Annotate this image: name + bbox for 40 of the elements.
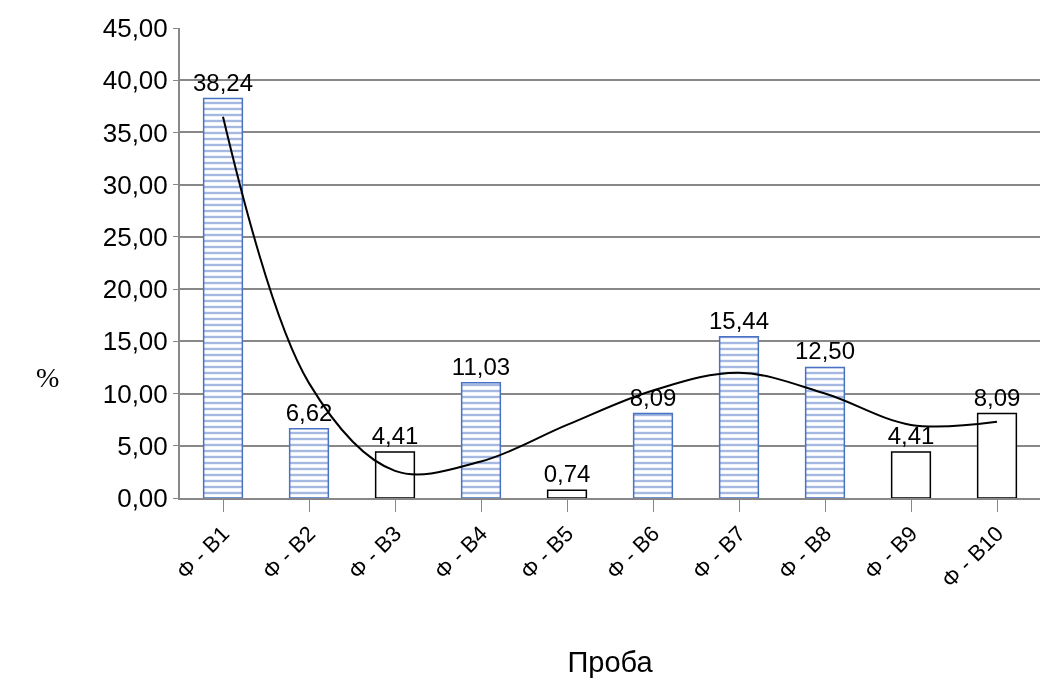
- data-label: 12,50: [794, 337, 856, 365]
- data-label: 15,44: [708, 306, 770, 334]
- data-label: 38,24: [192, 68, 254, 96]
- y-tick-label: 25,00: [102, 221, 168, 252]
- y-tick-label: 0,00: [117, 483, 168, 514]
- bar: [202, 97, 244, 498]
- x-tick-label: Φ - B9: [859, 521, 923, 584]
- x-axis-title: Проба: [567, 645, 654, 678]
- y-axis-title: %: [36, 362, 60, 393]
- y-tick-label: 45,00: [102, 13, 168, 44]
- bar: [288, 428, 330, 498]
- x-tick-label: Φ - B5: [515, 521, 579, 584]
- y-tick-label: 40,00: [102, 65, 168, 96]
- bar: [890, 451, 932, 498]
- bar: [632, 412, 674, 498]
- y-tick-label: 10,00: [102, 378, 168, 409]
- data-label: 6,62: [285, 398, 333, 426]
- bar: [718, 335, 760, 498]
- data-label: 0,74: [543, 460, 591, 488]
- bar: [546, 489, 588, 498]
- bar: [804, 366, 846, 498]
- x-tick-label: Φ - B6: [601, 521, 665, 584]
- x-tick-label: Φ - B8: [773, 521, 837, 584]
- x-tick-label: Φ - B7: [687, 521, 751, 584]
- y-tick-label: 15,00: [102, 326, 168, 357]
- y-tick-label: 20,00: [102, 274, 168, 305]
- bar: [460, 382, 502, 498]
- x-tick-label: Φ - B10: [936, 521, 1009, 593]
- x-tick-label: Φ - B2: [257, 521, 321, 584]
- y-tick-label: 5,00: [117, 430, 168, 461]
- x-tick-label: Φ - B3: [343, 521, 407, 584]
- x-tick-label: Φ - B1: [171, 521, 235, 584]
- data-label: 11,03: [451, 352, 511, 380]
- data-label: 8,09: [973, 383, 1021, 411]
- data-label: 4,41: [887, 421, 935, 449]
- x-tick-label: Φ - B4: [429, 521, 493, 584]
- data-label: 4,41: [371, 421, 419, 449]
- y-tick-label: 35,00: [102, 117, 168, 148]
- data-label: 8,09: [629, 383, 677, 411]
- y-tick-label: 30,00: [102, 169, 168, 200]
